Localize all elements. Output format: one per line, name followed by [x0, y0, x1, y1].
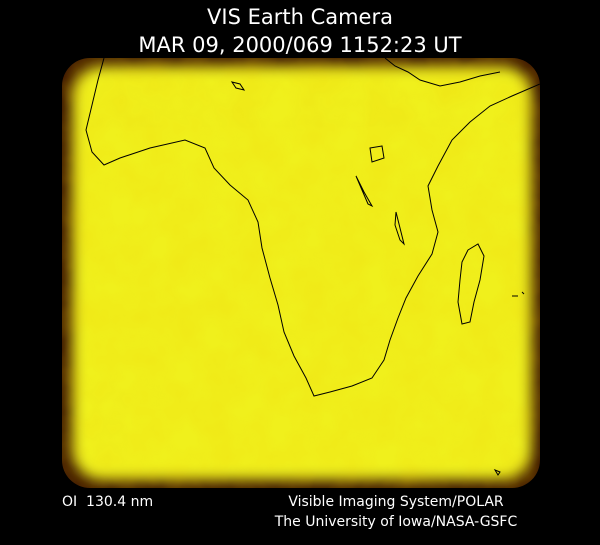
filter-label: OI 130.4 nm [62, 494, 153, 510]
timestamp: MAR 09, 2000/069 1152:23 UT [138, 33, 461, 57]
credit-line: Visible Imaging System/POLAR [288, 494, 504, 510]
title: VIS Earth Camera [207, 5, 393, 29]
coastlines [85, 58, 540, 476]
earth-image [62, 58, 540, 488]
credit-line: The University of Iowa/NASA-GSFC [274, 514, 518, 530]
